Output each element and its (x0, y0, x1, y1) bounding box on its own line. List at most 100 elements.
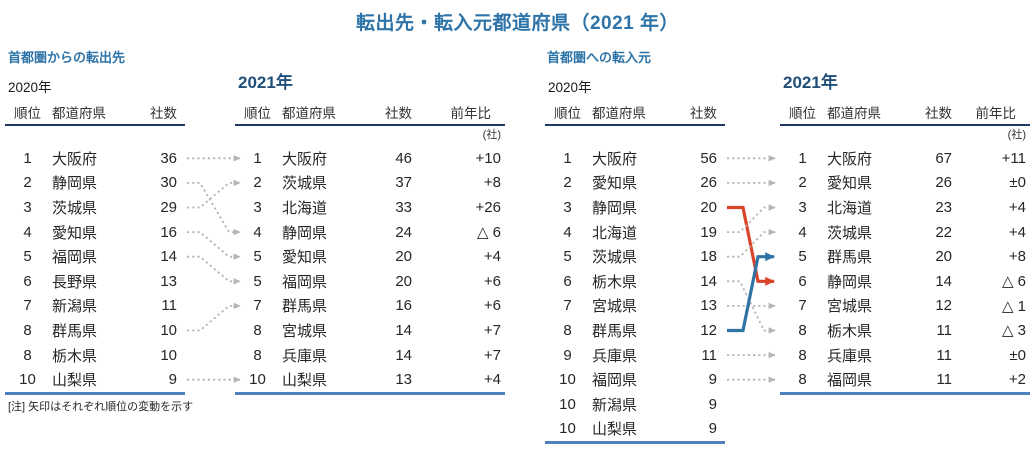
table-row: 10 新潟県 9 (545, 392, 725, 417)
rank-cell: 3 (798, 198, 807, 216)
rank-cell: 10 (559, 420, 576, 438)
count-cell: 67 (935, 149, 952, 167)
section-heading-outbound: 首都圏からの転出先 (8, 50, 126, 65)
prefecture-cell: 長野県 (52, 273, 98, 291)
prefecture-cell: 宮城県 (827, 298, 873, 316)
rank-cell: 8 (253, 346, 262, 364)
table-row: 9 兵庫県 11 (545, 343, 725, 368)
yoy-cell: +7 (483, 346, 501, 364)
table-row: 10 山梨県 13 +4 (235, 367, 505, 392)
table-row: 7 宮城県 12 △ 1 (780, 294, 1030, 319)
count-cell: 11 (936, 346, 952, 364)
yoy-cell: +26 (475, 198, 501, 216)
table-row: 10 山梨県 9 (5, 367, 185, 392)
count-cell: 11 (701, 346, 717, 364)
count-cell: 33 (395, 198, 412, 216)
rank-arrow-gray (187, 255, 241, 285)
rank-cell: 8 (798, 321, 807, 339)
table-row: 4 静岡県 24 △ 6 (235, 220, 505, 245)
prefecture-cell: 福岡県 (282, 273, 328, 291)
rank-cell: 8 (798, 346, 807, 364)
count-cell: 20 (700, 198, 717, 216)
rank-cell: 3 (253, 198, 262, 216)
rank-cell: 3 (23, 198, 32, 216)
count-cell: 18 (700, 248, 717, 266)
prefecture-cell: 福岡県 (592, 372, 638, 390)
rank-cell: 4 (23, 223, 32, 241)
yoy-cell: △ 1 (1001, 297, 1026, 315)
rank-cell: 4 (253, 223, 262, 241)
count-cell: 26 (935, 174, 952, 192)
count-cell: 19 (700, 223, 717, 241)
yoy-cell: △ 3 (1001, 322, 1026, 340)
yoy-cell: +6 (483, 297, 501, 315)
table-row: 4 茨城県 22 +4 (780, 220, 1030, 245)
column-header: 順位 (244, 106, 271, 121)
prefecture-cell: 愛知県 (827, 175, 873, 193)
table-row: 8 栃木県 11 △ 3 (780, 318, 1030, 343)
yoy-cell: +4 (1008, 223, 1026, 241)
count-cell: 30 (160, 174, 177, 192)
rank-cell: 1 (23, 149, 32, 167)
year-label-2021: 2021年 (238, 73, 293, 92)
prefecture-cell: 大阪府 (827, 150, 873, 168)
rank-cell: 2 (253, 174, 262, 192)
count-cell: 13 (700, 297, 717, 315)
table-row: 1 大阪府 46 +10 (235, 146, 505, 171)
rank-cell: 6 (23, 272, 32, 290)
table-body: 1 大阪府 67 +11 2 愛知県 26 ±0 3 北海道 23 +4 4 茨城県 22 +4 5 群馬県 20 +… (780, 146, 1030, 395)
count-cell: 37 (395, 174, 412, 192)
prefecture-cell: 静岡県 (52, 175, 98, 193)
column-header: 社数 (690, 106, 717, 121)
section-heading-inbound: 首都圏への転入元 (547, 50, 652, 65)
prefecture-cell: 宮城県 (592, 298, 638, 316)
prefecture-cell: 北海道 (827, 199, 873, 217)
prefecture-cell: 栃木県 (52, 347, 98, 365)
column-header: 社数 (150, 106, 177, 121)
count-cell: 20 (395, 272, 412, 290)
count-cell: 20 (395, 248, 412, 266)
yoy-cell: △ 6 (1001, 273, 1026, 291)
count-cell: 14 (395, 346, 412, 364)
yoy-cell: +4 (483, 248, 501, 266)
column-header: 都道府県 (282, 106, 336, 121)
column-header: 順位 (554, 106, 581, 121)
table-row: 5 群馬県 20 +8 (780, 244, 1030, 269)
rank-arrow-gray (727, 228, 776, 258)
rank-arrow-gray (187, 179, 241, 209)
prefecture-cell: 愛知県 (592, 175, 638, 193)
table-body: 1 大阪府 46 +10 2 茨城県 37 +8 3 北海道 33 +26 4 静岡県 24 △ 6 5 愛知県 2… (235, 146, 505, 395)
prefecture-cell: 茨城県 (592, 249, 638, 267)
unit-label: (社) (1007, 129, 1026, 141)
table-row: 1 大阪府 36 (5, 146, 185, 171)
prefecture-cell: 兵庫県 (592, 347, 638, 365)
table-row: 5 茨城県 18 (545, 244, 725, 269)
year-label-2021: 2021年 (783, 73, 838, 92)
prefecture-cell: 栃木県 (592, 273, 638, 291)
column-header: 順位 (789, 106, 816, 121)
prefecture-cell: 茨城県 (52, 199, 98, 217)
table-row: 5 愛知県 20 +4 (235, 244, 505, 269)
yoy-cell: +7 (483, 321, 501, 339)
rank-cell: 4 (798, 223, 807, 241)
table-row: 7 新潟県 11 (5, 294, 185, 319)
prefecture-cell: 北海道 (592, 224, 638, 242)
count-cell: 13 (160, 272, 177, 290)
rank-cell: 2 (23, 174, 32, 192)
yoy-cell: +8 (483, 174, 501, 192)
rank-arrow-gray (187, 181, 241, 236)
count-cell: 12 (700, 321, 717, 339)
rank-cell: 8 (798, 371, 807, 389)
prefecture-cell: 栃木県 (827, 322, 873, 340)
prefecture-cell: 静岡県 (827, 273, 873, 291)
rank-cell: 7 (798, 297, 807, 315)
table-body: 1 大阪府 56 2 愛知県 26 3 静岡県 20 4 北海道 19 5 茨城県 18 6 栃木県 14 7 宮城県… (545, 146, 725, 445)
rank-cell: 8 (23, 346, 32, 364)
count-cell: 16 (395, 297, 412, 315)
count-cell: 14 (395, 321, 412, 339)
rank-arrow-gray (727, 204, 776, 234)
year-label-2020: 2020年 (8, 80, 52, 95)
count-cell: 14 (160, 248, 177, 266)
table-row: 2 愛知県 26 (545, 171, 725, 196)
count-cell: 26 (700, 174, 717, 192)
